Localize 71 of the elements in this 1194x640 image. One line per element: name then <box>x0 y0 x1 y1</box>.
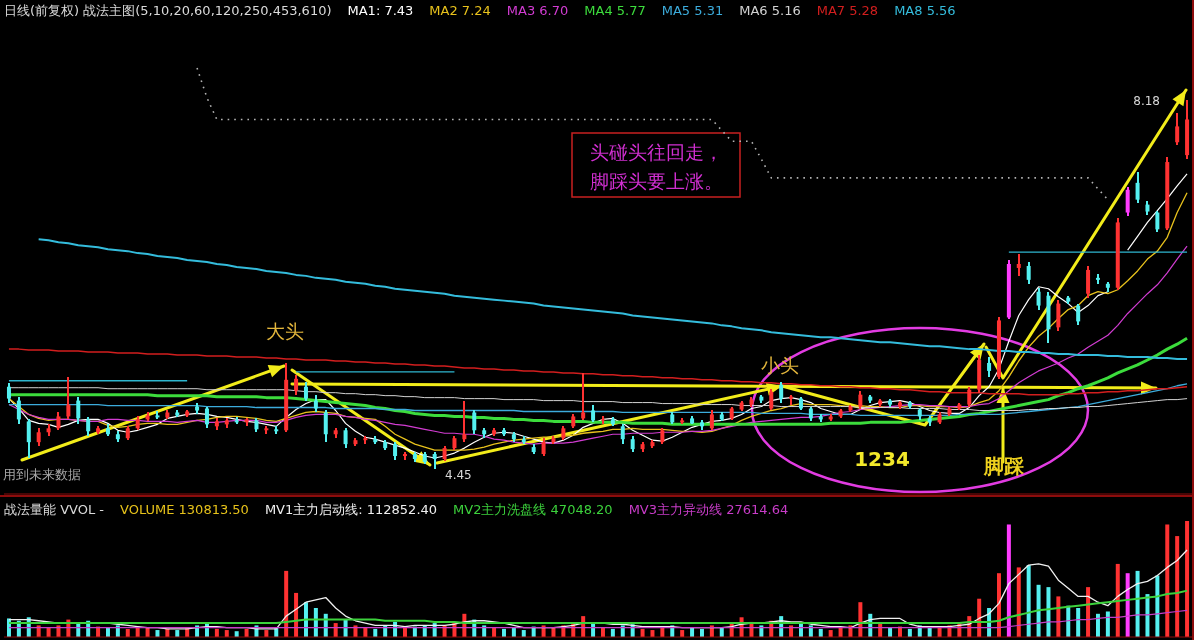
annotation: 用到未来数据 <box>3 467 81 482</box>
bar <box>1115 563 1120 637</box>
bar <box>1175 536 1180 637</box>
bar <box>1165 524 1170 637</box>
candlestick <box>967 385 972 408</box>
bar <box>1046 587 1051 637</box>
text: MA6 5.16 <box>739 3 801 19</box>
annotation: 1234 <box>854 447 910 471</box>
bar <box>1036 584 1041 637</box>
bar <box>1095 613 1100 637</box>
annotation: 大头 <box>266 320 304 342</box>
candlestick <box>1125 185 1130 218</box>
candlestick <box>709 409 714 432</box>
candlestick <box>16 395 21 426</box>
candlestick <box>26 418 31 460</box>
candlestick <box>6 381 11 404</box>
candlestick <box>1155 209 1160 234</box>
bar <box>1076 608 1081 637</box>
candlestick <box>1056 298 1061 333</box>
candlestick <box>66 375 71 421</box>
annotation: 脚踩头要上涨。 <box>589 170 723 192</box>
candlestick <box>1175 111 1180 147</box>
text: MA5 5.31 <box>661 3 724 19</box>
candlestick <box>1135 170 1140 204</box>
bar <box>1155 575 1160 637</box>
text: MA4 5.77 <box>584 3 646 19</box>
text: MA1: 7.43 <box>347 3 414 19</box>
candlestick <box>779 380 784 404</box>
candlestick <box>86 416 91 438</box>
candlestick <box>1076 302 1081 327</box>
candlestick <box>343 427 348 450</box>
annotation: 头碰头往回走， <box>589 141 723 163</box>
annotation: 脚踩 <box>983 454 1025 478</box>
candlestick <box>769 387 774 412</box>
candlestick <box>581 371 586 422</box>
text: MV1主力启动线: 112852.40 <box>264 502 438 518</box>
chart-title: 战法量能 VVOL - <box>4 502 104 518</box>
bar <box>1086 587 1091 637</box>
text: VOLUME 130813.50 <box>120 502 249 518</box>
chart-title: 日线(前复权) 战法主图(5,10,20,60,120,250,453,610) <box>4 3 332 19</box>
candlestick <box>76 395 81 426</box>
annotation: 小头 <box>761 354 799 376</box>
text: MA8 5.56 <box>894 3 956 19</box>
annotation: 4.45 <box>445 468 472 482</box>
candlestick <box>1016 253 1021 277</box>
candlestick <box>1026 261 1031 285</box>
text: MV2主力洗盘线 47048.20 <box>453 502 613 518</box>
bar <box>1016 567 1021 637</box>
candlestick <box>620 423 625 446</box>
candlestick <box>303 380 308 402</box>
bar <box>996 573 1001 637</box>
text: MA7 5.28 <box>816 3 879 19</box>
bar <box>1125 573 1130 637</box>
candlestick <box>472 408 477 436</box>
candlestick <box>462 399 467 444</box>
text: MA3 6.70 <box>506 3 569 19</box>
candlestick <box>204 405 209 430</box>
text: MV3主力异动线 27614.64 <box>628 502 789 518</box>
bar <box>1135 570 1140 637</box>
bar <box>1105 611 1110 637</box>
candlestick <box>987 356 992 378</box>
candlestick <box>294 373 299 396</box>
annotation: 8.18 <box>1133 94 1160 108</box>
text: MA2 7.24 <box>429 3 491 19</box>
candlestick <box>323 408 328 444</box>
bar <box>1006 524 1011 637</box>
candlestick <box>1086 264 1091 299</box>
bar <box>1026 565 1031 637</box>
bar <box>1056 596 1061 637</box>
bar <box>1185 521 1190 637</box>
candlestick <box>1036 286 1041 311</box>
